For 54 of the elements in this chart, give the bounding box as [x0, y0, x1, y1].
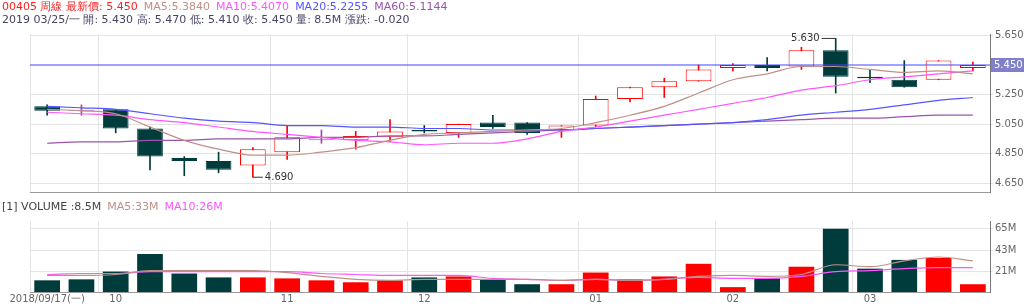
bar — [205, 277, 232, 292]
bar — [445, 276, 472, 292]
x-tick-label: 2018/09/17(一) — [9, 292, 85, 304]
bar — [480, 279, 506, 292]
y-tick-label: 5.250 — [995, 88, 1024, 100]
y-tick-label: 43M — [995, 243, 1017, 255]
y-tick-label: 65M — [995, 222, 1017, 234]
text: MA5:5.3840 — [143, 0, 210, 13]
bar — [342, 282, 369, 292]
ref-line-label: 5.450 — [994, 58, 1023, 70]
text: MA10:26M — [164, 200, 223, 213]
annotation: 4.690 — [264, 170, 294, 182]
x-tick-label: 12 — [417, 292, 431, 304]
bar — [377, 280, 403, 292]
y-tick-label: 21M — [995, 265, 1017, 277]
bar — [514, 284, 540, 292]
candlestick — [171, 156, 198, 177]
bar — [548, 284, 575, 292]
bar — [137, 254, 163, 292]
y-tick-label: 4.850 — [995, 147, 1024, 159]
bar — [857, 268, 883, 292]
y-tick-label: 4.650 — [995, 176, 1024, 188]
line-series — [46, 256, 974, 281]
bar — [822, 228, 849, 292]
bar — [274, 278, 300, 292]
bar — [891, 259, 918, 292]
bar — [582, 272, 609, 292]
text: MA60:5.1144 — [374, 0, 448, 13]
bar — [720, 287, 746, 292]
x-tick-label: 10 — [109, 292, 123, 304]
bar — [171, 273, 198, 292]
bar — [617, 279, 643, 292]
bar — [925, 257, 952, 292]
text: MA20:5.2255 — [295, 0, 369, 13]
bar — [411, 277, 438, 292]
bar — [240, 277, 266, 292]
x-tick-label: 03 — [863, 292, 877, 304]
y-tick-label: 5.650 — [995, 29, 1024, 41]
chart-subtitle: 2019 03/25/一 開: 5.430 高: 5.470 低: 5.410 收: 5.450 量: 8.5M 漲跌: -0.020 — [1, 13, 411, 26]
chart-title: [1] VOLUME :8.5M — [2, 200, 102, 213]
bar — [308, 280, 335, 292]
text: MA10:5.4070 — [215, 0, 290, 13]
y-tick-label: 5.050 — [995, 117, 1024, 129]
x-tick-label: 11 — [280, 292, 294, 304]
x-tick-label: 01 — [589, 292, 603, 304]
bar — [34, 280, 60, 292]
bar — [754, 278, 780, 292]
bar — [651, 276, 678, 292]
bar — [960, 284, 986, 292]
chart-title: 00405 周線 最新價: 5.450 — [2, 0, 138, 13]
bar — [68, 279, 95, 292]
x-tick-label: 02 — [726, 292, 740, 304]
text: MA5:33M — [107, 200, 159, 213]
annotation: 5.630 — [791, 32, 820, 44]
